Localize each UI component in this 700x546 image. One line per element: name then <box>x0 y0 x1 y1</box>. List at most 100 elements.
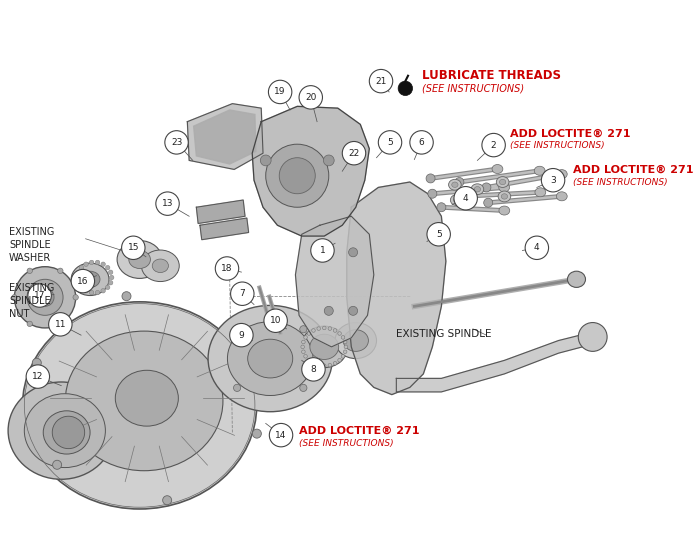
Circle shape <box>338 331 342 335</box>
Ellipse shape <box>71 263 109 295</box>
Circle shape <box>317 327 321 330</box>
Circle shape <box>302 350 305 354</box>
Text: EXISTING SPINDLE: EXISTING SPINDLE <box>396 329 492 339</box>
Circle shape <box>328 363 332 367</box>
Ellipse shape <box>498 183 510 192</box>
Circle shape <box>90 260 94 265</box>
Circle shape <box>312 361 315 365</box>
Circle shape <box>230 282 254 305</box>
Ellipse shape <box>498 191 511 202</box>
Text: 20: 20 <box>305 93 316 102</box>
Text: 13: 13 <box>162 199 174 208</box>
Circle shape <box>300 384 307 391</box>
Circle shape <box>378 130 402 154</box>
Circle shape <box>109 275 114 280</box>
Ellipse shape <box>301 326 348 367</box>
Circle shape <box>106 285 110 289</box>
Polygon shape <box>396 331 594 392</box>
Circle shape <box>317 363 321 367</box>
Ellipse shape <box>454 197 460 203</box>
Ellipse shape <box>335 323 377 359</box>
Circle shape <box>302 358 326 381</box>
Ellipse shape <box>116 370 178 426</box>
Circle shape <box>427 223 450 246</box>
Ellipse shape <box>343 330 368 352</box>
Text: 10: 10 <box>270 316 281 325</box>
Circle shape <box>328 327 332 330</box>
Text: 5: 5 <box>436 230 442 239</box>
Circle shape <box>304 336 307 339</box>
Circle shape <box>73 295 78 300</box>
Ellipse shape <box>80 271 100 287</box>
Circle shape <box>106 265 110 270</box>
Circle shape <box>333 329 337 333</box>
Circle shape <box>307 331 311 335</box>
Circle shape <box>304 354 307 358</box>
Ellipse shape <box>22 302 257 509</box>
Circle shape <box>323 364 326 367</box>
Circle shape <box>299 86 323 109</box>
Circle shape <box>260 155 271 166</box>
Circle shape <box>312 329 315 333</box>
Circle shape <box>268 80 292 104</box>
Circle shape <box>484 198 493 207</box>
Circle shape <box>84 262 88 266</box>
Circle shape <box>32 358 41 367</box>
Ellipse shape <box>208 305 332 412</box>
Polygon shape <box>188 104 263 169</box>
Text: EXISTING
SPINDLE
WASHER: EXISTING SPINDLE WASHER <box>9 227 55 264</box>
Ellipse shape <box>496 176 509 187</box>
Circle shape <box>341 336 345 339</box>
Circle shape <box>162 496 172 505</box>
Circle shape <box>52 416 85 449</box>
Circle shape <box>71 269 94 293</box>
Circle shape <box>232 327 241 336</box>
Ellipse shape <box>471 184 484 194</box>
Text: 12: 12 <box>32 372 43 381</box>
Ellipse shape <box>228 322 313 395</box>
Circle shape <box>108 281 113 285</box>
Circle shape <box>426 174 435 183</box>
Ellipse shape <box>450 194 463 205</box>
Circle shape <box>323 155 334 166</box>
Ellipse shape <box>492 164 503 174</box>
Circle shape <box>455 177 464 187</box>
Ellipse shape <box>534 166 545 175</box>
Circle shape <box>26 365 50 388</box>
Circle shape <box>79 265 84 270</box>
Circle shape <box>57 321 63 327</box>
Text: 15: 15 <box>127 244 139 252</box>
Text: (SEE INSTRUCTIONS): (SEE INSTRUCTIONS) <box>299 439 393 448</box>
Circle shape <box>344 350 347 354</box>
Text: 8: 8 <box>311 365 316 374</box>
Circle shape <box>333 361 337 365</box>
Circle shape <box>253 429 261 438</box>
Polygon shape <box>295 216 374 347</box>
Text: (SEE INSTRUCTIONS): (SEE INSTRUCTIONS) <box>573 177 668 187</box>
Circle shape <box>52 460 62 470</box>
Circle shape <box>90 290 94 295</box>
Circle shape <box>578 323 607 352</box>
Circle shape <box>398 81 412 96</box>
Text: LUBRICATE THREADS: LUBRICATE THREADS <box>421 69 561 82</box>
Text: (SEE INSTRUCTIONS): (SEE INSTRUCTIONS) <box>510 141 605 151</box>
Circle shape <box>122 292 131 301</box>
Circle shape <box>341 354 345 358</box>
Circle shape <box>437 203 446 212</box>
Polygon shape <box>197 200 245 223</box>
Circle shape <box>84 288 88 293</box>
Text: 2: 2 <box>491 140 496 150</box>
Ellipse shape <box>556 192 567 201</box>
Polygon shape <box>200 218 248 240</box>
Text: ADD LOCTITE® 271: ADD LOCTITE® 271 <box>299 426 419 436</box>
Circle shape <box>456 192 466 201</box>
Circle shape <box>27 321 32 327</box>
Circle shape <box>79 285 84 289</box>
Ellipse shape <box>25 394 106 467</box>
Circle shape <box>266 144 329 207</box>
Circle shape <box>234 325 241 333</box>
Circle shape <box>230 323 253 347</box>
Ellipse shape <box>8 382 114 479</box>
Circle shape <box>28 284 51 307</box>
Circle shape <box>279 158 315 194</box>
